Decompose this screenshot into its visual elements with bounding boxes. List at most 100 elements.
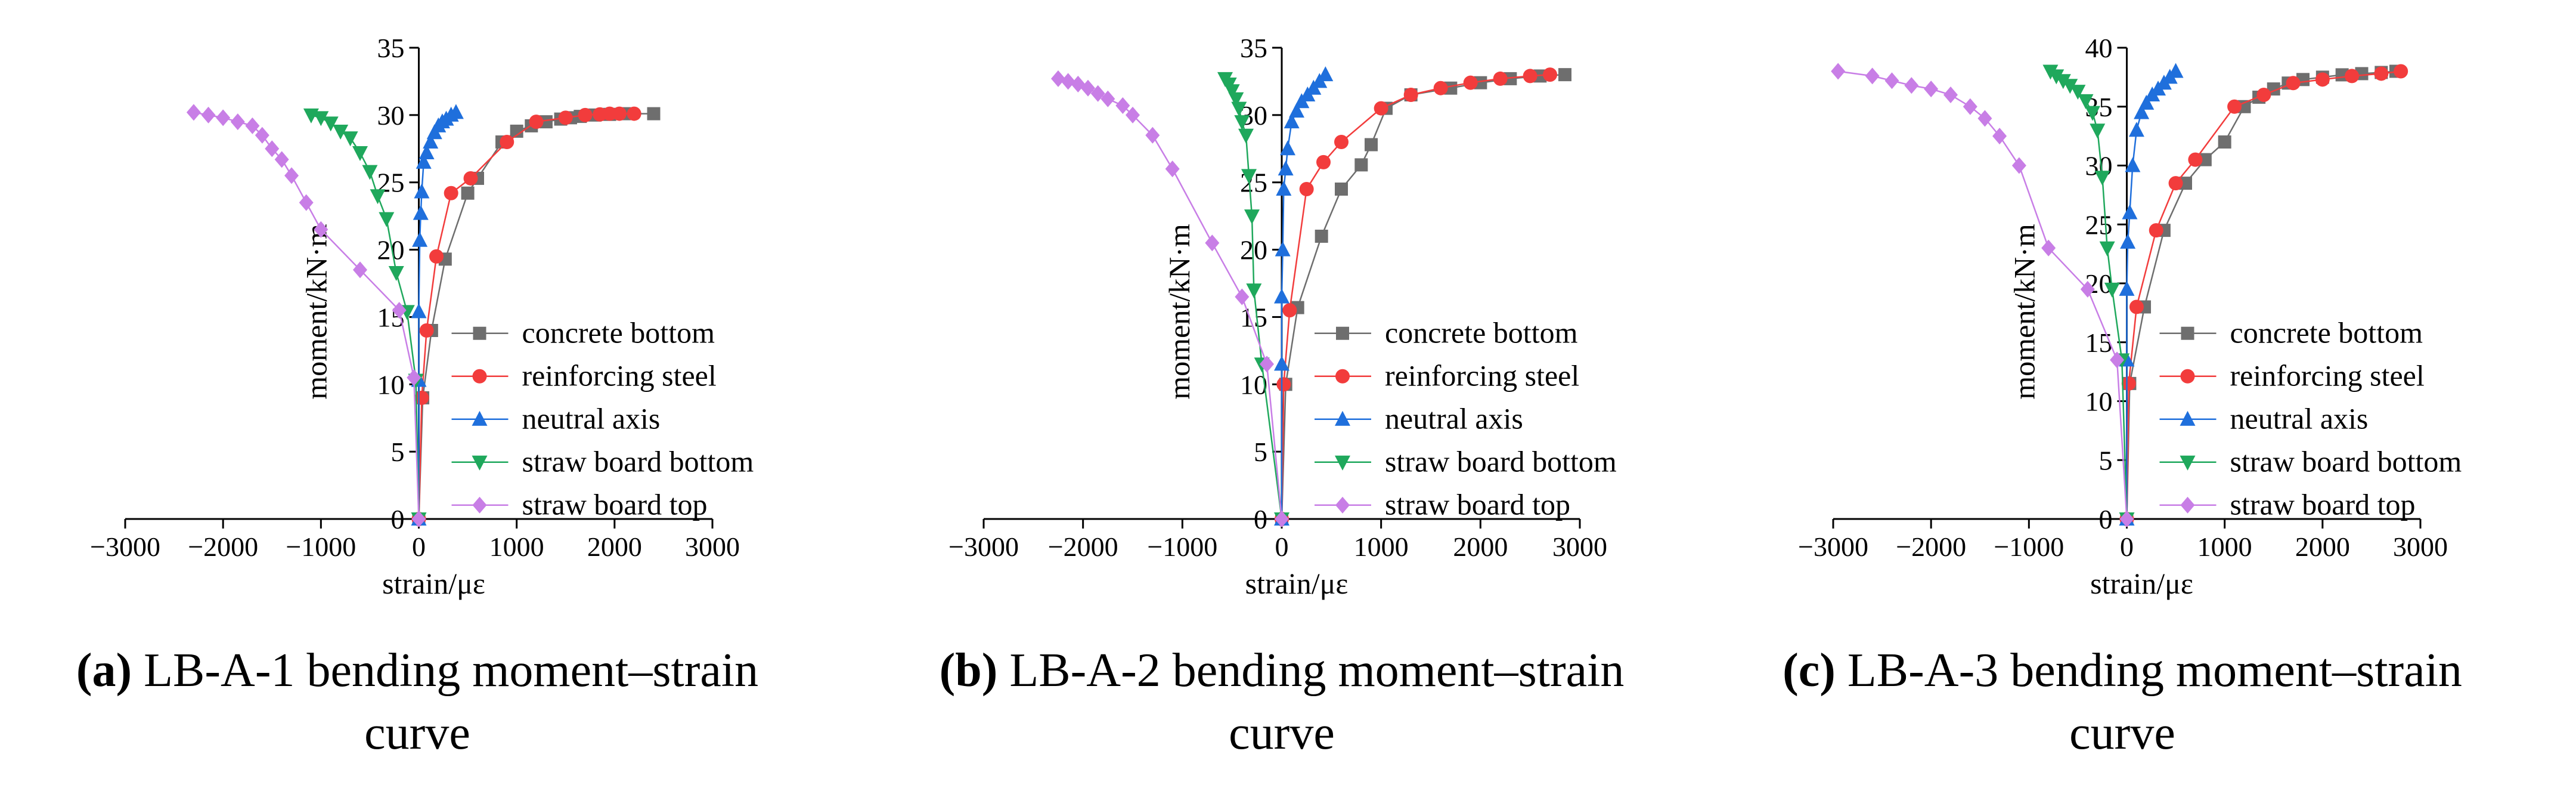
- data-point: [2128, 122, 2144, 137]
- y-tick-label: 0: [2099, 504, 2113, 534]
- data-point: [602, 106, 617, 121]
- data-point: [2125, 157, 2141, 172]
- data-point: [370, 189, 386, 205]
- data-point: [1275, 241, 1291, 257]
- data-point: [411, 511, 426, 527]
- data-point: [1145, 126, 1160, 144]
- data-point: [612, 106, 627, 121]
- data-point: [2080, 280, 2095, 298]
- data-point: [463, 171, 478, 186]
- x-axis-title: strain/με: [1245, 567, 1349, 600]
- legend-marker: [1335, 369, 1350, 384]
- data-point: [500, 135, 514, 149]
- data-point: [392, 302, 407, 319]
- chart-panel-2: −3000 −2000 −1000 0 1000 2000 3000051015202530…: [940, 33, 1625, 759]
- series-straw-board-bottom: [1217, 72, 1289, 527]
- data-point: [413, 205, 429, 220]
- y-tick-label: 30: [377, 100, 405, 131]
- data-point: [313, 111, 329, 126]
- legend-label: neutral axis: [1385, 402, 1523, 435]
- data-point: [2315, 72, 2330, 87]
- y-tick-label: 5: [391, 437, 405, 467]
- data-point: [1274, 356, 1289, 371]
- series-reinforcing-steel: [2119, 64, 2408, 526]
- x-tick-label: 1000: [489, 532, 544, 562]
- x-tick-label: −1000: [1994, 532, 2064, 562]
- legend-marker: [1335, 496, 1350, 514]
- legend-label: concrete bottom: [2230, 316, 2423, 350]
- data-point: [1504, 72, 1517, 85]
- legend-label: concrete bottom: [522, 316, 715, 350]
- caption-line-2: curve: [2069, 707, 2175, 759]
- series-neutral-axis: [411, 104, 464, 526]
- data-point: [1274, 288, 1289, 304]
- caption-line-2: curve: [364, 707, 470, 759]
- data-point: [1051, 70, 1065, 87]
- data-point: [2168, 176, 2183, 191]
- legend: concrete bottom reinforcing steel neutral …: [2159, 316, 2462, 521]
- x-tick-label: −1000: [1147, 532, 1217, 562]
- x-tick-label: 2000: [2295, 532, 2350, 562]
- data-point: [1884, 72, 1899, 89]
- data-point: [2138, 94, 2155, 110]
- data-point: [1963, 98, 1977, 115]
- data-point: [186, 104, 201, 121]
- data-point: [2104, 282, 2120, 298]
- legend-label: straw board top: [2230, 488, 2416, 521]
- data-point: [407, 369, 421, 386]
- data-point: [1280, 140, 1295, 156]
- data-point: [2134, 104, 2150, 119]
- data-point: [2122, 204, 2138, 220]
- data-point: [303, 108, 319, 123]
- legend-marker: [2180, 455, 2196, 471]
- data-point: [2078, 94, 2094, 109]
- caption-title: LB-A-2 bending moment–strain: [997, 644, 1624, 697]
- data-point: [1558, 68, 1571, 82]
- data-point: [1289, 103, 1304, 118]
- data-point: [1335, 183, 1348, 196]
- data-point: [1205, 234, 1220, 252]
- series-reinforcing-steel: [411, 106, 641, 526]
- legend-marker: [472, 410, 488, 426]
- data-point: [2042, 64, 2059, 80]
- data-point: [414, 183, 430, 199]
- data-point: [1315, 230, 1328, 243]
- x-tick-label: 3000: [685, 532, 740, 562]
- data-point: [411, 303, 427, 319]
- data-point: [2129, 299, 2144, 314]
- data-point: [539, 115, 553, 129]
- data-point: [1403, 88, 1418, 102]
- y-tick-label: 5: [1254, 437, 1267, 467]
- data-point: [1374, 101, 1388, 116]
- legend-label: straw board bottom: [522, 445, 754, 478]
- data-point: [1061, 73, 1075, 90]
- caption-line-1: (a) LB-A-1 bending moment–strain: [76, 644, 758, 697]
- data-point: [419, 323, 434, 338]
- caption-tag: (a): [76, 644, 132, 697]
- data-point: [1246, 283, 1262, 299]
- legend-marker: [1335, 410, 1350, 426]
- legend-label: straw board bottom: [2230, 445, 2462, 478]
- x-axis-title: strain/με: [2090, 567, 2193, 600]
- data-point: [647, 107, 661, 120]
- data-point: [423, 134, 439, 149]
- x-axis-title: strain/με: [382, 567, 485, 600]
- y-tick-label: 15: [2085, 327, 2113, 358]
- data-point: [416, 153, 432, 169]
- legend-label: straw board top: [1385, 488, 1570, 521]
- caption-tag: (b): [940, 644, 998, 697]
- data-point: [1090, 85, 1105, 102]
- data-point: [1365, 138, 1378, 152]
- data-point: [419, 144, 435, 160]
- data-point: [2119, 511, 2134, 527]
- legend-marker: [472, 496, 487, 514]
- legend-label: straw board bottom: [1385, 445, 1617, 478]
- series-straw-board-top: [1051, 70, 1289, 527]
- y-axis-title: moment/kN·m: [1163, 224, 1196, 400]
- legend-marker: [2181, 326, 2194, 340]
- x-tick-label: 1000: [2197, 532, 2252, 562]
- data-point: [2099, 241, 2115, 257]
- caption-line-1: (c) LB-A-3 bending moment–strain: [1783, 644, 2462, 697]
- data-point: [1865, 67, 1880, 85]
